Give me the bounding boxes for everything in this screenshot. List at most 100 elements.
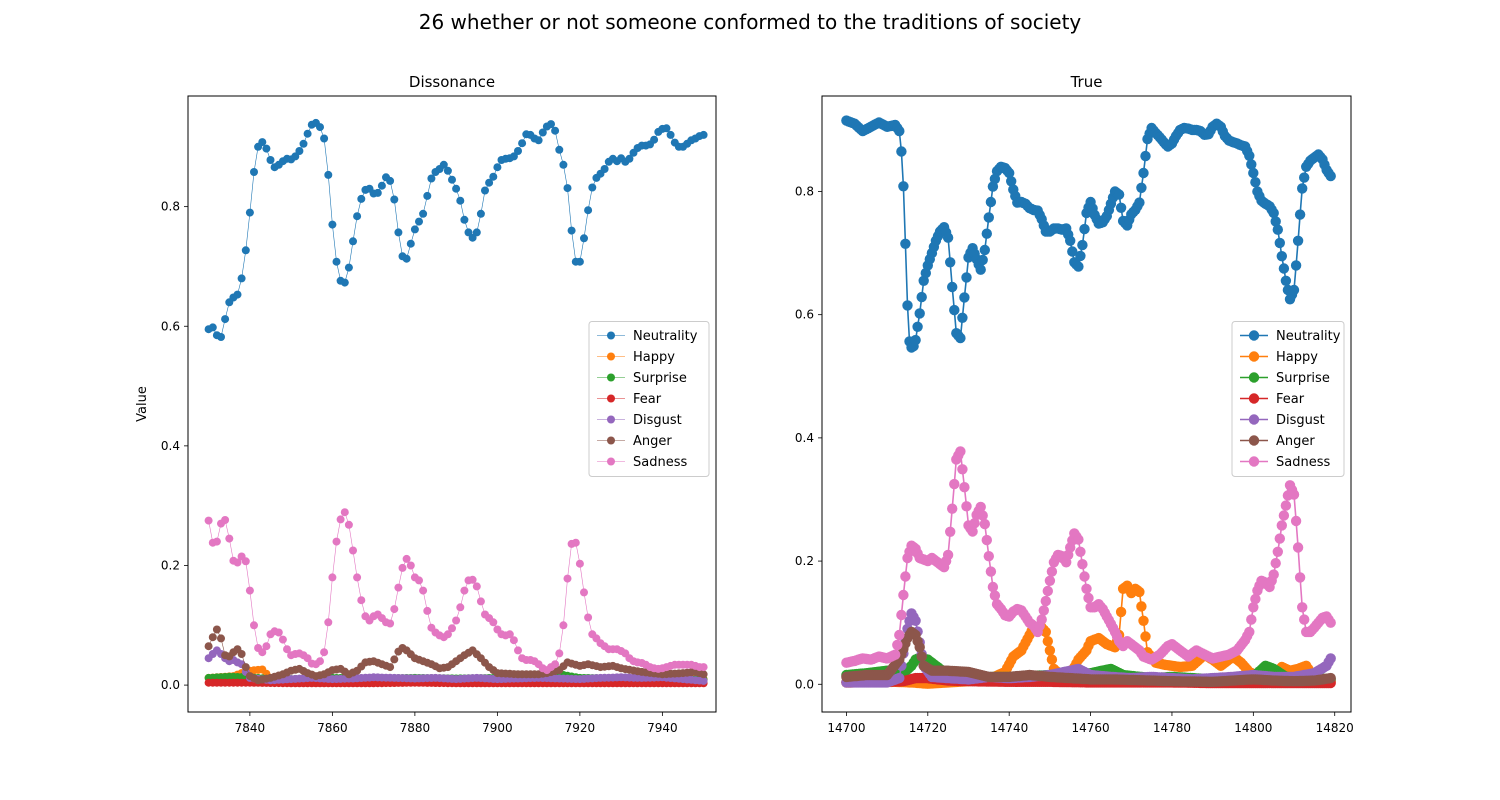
- data-point: [237, 274, 246, 283]
- data-point: [1113, 189, 1125, 200]
- data-point: [896, 609, 907, 621]
- legend-item: Happy: [1240, 350, 1318, 365]
- data-point: [1276, 251, 1288, 262]
- data-point: [406, 561, 415, 570]
- data-point: [406, 239, 415, 248]
- data-point: [212, 625, 221, 634]
- legend: Neutrality Happy Surprise Fear Disgust Anger S…: [588, 321, 710, 477]
- legend-marker: [607, 394, 615, 403]
- data-point: [563, 184, 572, 193]
- legend-label: Sadness: [1276, 455, 1330, 470]
- data-point: [666, 130, 675, 139]
- data-point: [916, 651, 927, 662]
- data-point: [452, 184, 461, 193]
- legend-marker: [607, 352, 615, 361]
- data-point: [237, 650, 246, 658]
- legend-item: Neutrality: [1240, 329, 1341, 344]
- data-point: [942, 549, 954, 561]
- data-point: [340, 508, 349, 517]
- data-point: [1138, 167, 1149, 179]
- data-point: [1115, 202, 1127, 213]
- data-point: [245, 208, 254, 217]
- data-point: [225, 534, 234, 543]
- data-point: [900, 571, 911, 582]
- data-point: [514, 646, 522, 655]
- data-point: [419, 209, 428, 218]
- figure-title: 26 whether or not someone conformed to t…: [418, 10, 1082, 34]
- data-point: [394, 228, 403, 237]
- data-point: [320, 134, 329, 143]
- data-point: [1325, 672, 1336, 684]
- data-point: [981, 534, 992, 546]
- data-point: [476, 209, 485, 218]
- data-point: [485, 178, 494, 187]
- legend-label: Sadness: [633, 455, 687, 470]
- legend: Neutrality Happy Surprise Fear Disgust Anger S…: [1231, 321, 1345, 477]
- data-point: [258, 138, 267, 147]
- data-point: [1044, 575, 1056, 586]
- axes-frame: [821, 95, 1352, 713]
- data-point: [1038, 605, 1050, 616]
- data-point: [914, 642, 925, 653]
- data-point: [947, 281, 958, 293]
- data-point: [443, 630, 452, 639]
- data-point: [967, 526, 978, 537]
- data-point: [204, 642, 213, 651]
- data-point: [1274, 237, 1286, 249]
- data-point: [1046, 566, 1058, 577]
- data-point: [332, 257, 341, 266]
- legend-item: Fear: [597, 392, 662, 407]
- data-point: [1272, 546, 1284, 557]
- data-point: [439, 160, 448, 169]
- data-point: [1250, 593, 1261, 605]
- data-point: [650, 135, 659, 144]
- data-point: [353, 573, 362, 582]
- legend-item: Happy: [597, 350, 675, 365]
- data-point: [600, 165, 609, 173]
- data-point: [1040, 595, 1052, 607]
- data-point: [452, 616, 461, 625]
- data-point: [945, 526, 956, 537]
- data-point: [398, 563, 407, 572]
- legend-label: Disgust: [1276, 413, 1325, 428]
- data-point: [1288, 284, 1300, 296]
- data-point: [472, 228, 481, 237]
- series-neutrality: [841, 115, 1336, 353]
- data-point: [979, 244, 990, 256]
- data-point: [456, 603, 465, 612]
- data-point: [402, 554, 411, 563]
- data-point: [896, 146, 907, 157]
- data-point: [699, 130, 708, 139]
- data-point: [278, 635, 287, 644]
- data-point: [1004, 167, 1015, 179]
- data-point: [945, 257, 956, 268]
- data-point: [942, 232, 954, 243]
- data-point: [1140, 150, 1151, 162]
- data-point: [423, 606, 432, 615]
- data-point: [1042, 585, 1054, 597]
- data-point: [947, 503, 958, 514]
- data-point: [1274, 533, 1286, 544]
- data-point: [472, 582, 481, 591]
- data-point: [961, 272, 972, 283]
- data-point: [1292, 542, 1304, 553]
- data-point: [245, 586, 254, 595]
- data-point: [1325, 653, 1336, 664]
- data-point: [241, 246, 250, 255]
- data-point: [1136, 182, 1147, 193]
- data-point: [1134, 197, 1145, 208]
- data-point: [959, 292, 970, 303]
- data-point: [283, 645, 291, 654]
- data-point: [977, 510, 988, 521]
- data-point: [1079, 223, 1090, 235]
- data-point: [316, 657, 324, 666]
- data-point: [1248, 167, 1259, 179]
- data-point: [509, 636, 518, 645]
- data-point: [1250, 177, 1261, 188]
- data-point: [443, 166, 452, 175]
- legend-label: Happy: [633, 350, 675, 365]
- legend-item: Disgust: [597, 413, 682, 428]
- data-point: [559, 621, 568, 630]
- x-tick-label: 14780: [1153, 721, 1191, 735]
- data-point: [1036, 614, 1047, 625]
